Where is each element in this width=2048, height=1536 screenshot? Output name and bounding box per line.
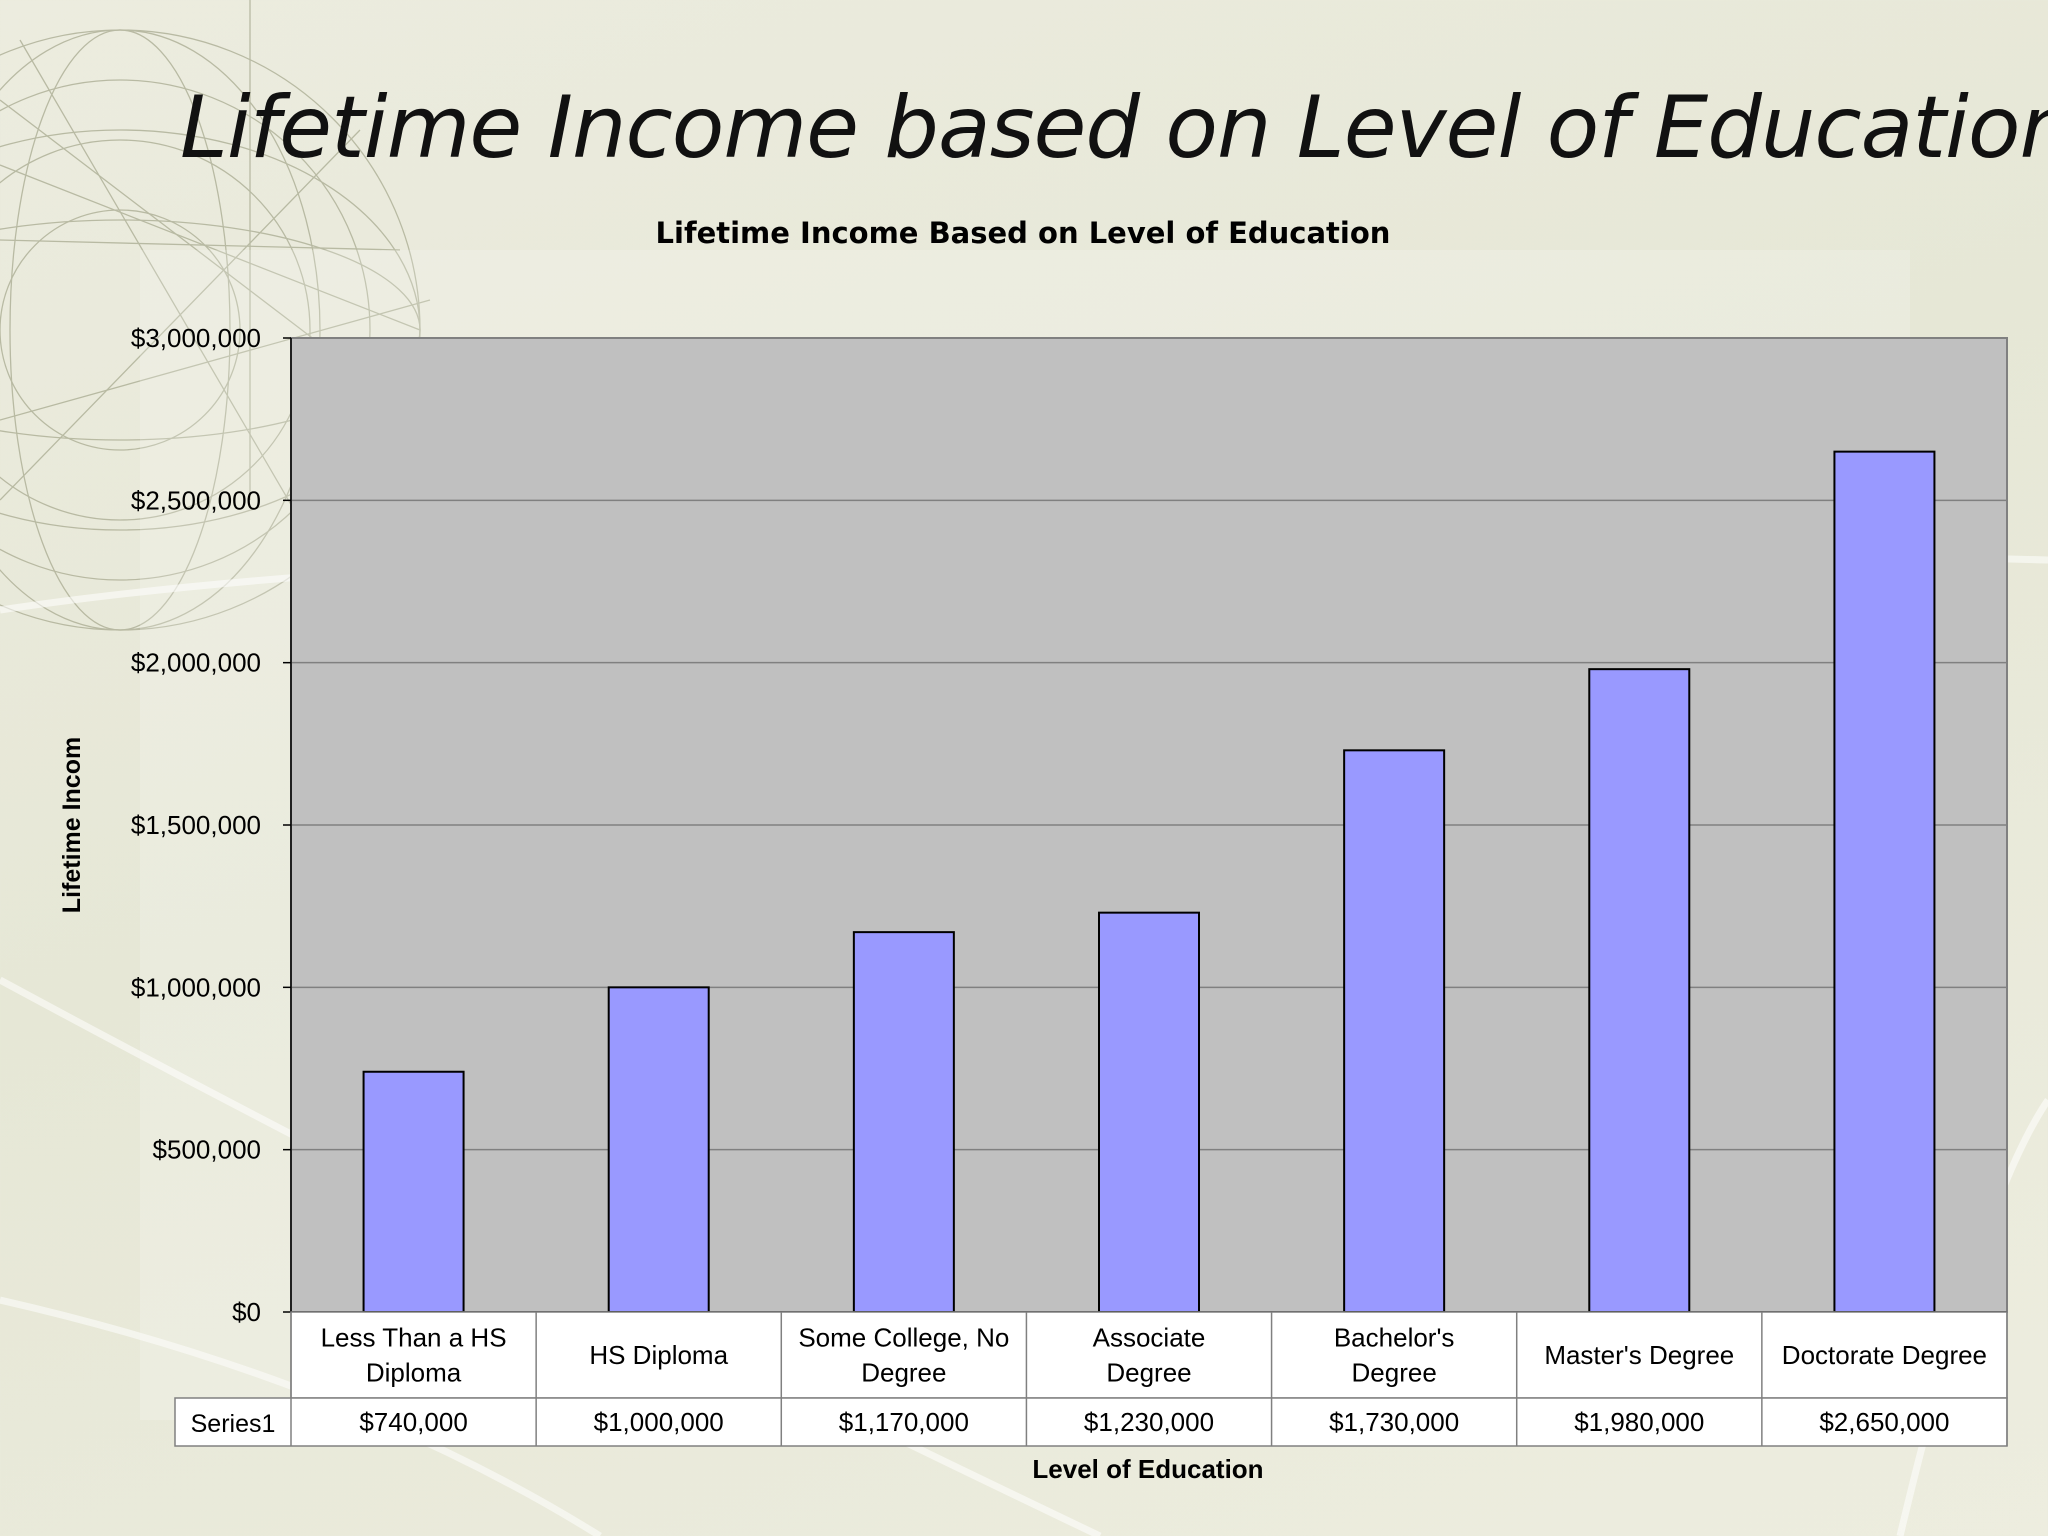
table-value-row	[174, 1397, 2008, 1447]
x-axis-title: Level of Education	[1032, 1454, 1263, 1484]
y-tick-label: $1,000,000	[131, 972, 261, 1002]
data-table: Series1 Less Than a HS Diploma $740,000 HS D…	[174, 1311, 2008, 1447]
y-axis: $0 $500,000 $1,000,000 $1,500,000 $2,000,000…	[131, 323, 2007, 1327]
x-category-label: Bachelor's	[1334, 1323, 1455, 1353]
y-tick-label: $1,500,000	[131, 810, 261, 840]
x-category-label: Less Than a HS	[321, 1323, 507, 1353]
x-category-label: HS Diploma	[589, 1340, 728, 1370]
bar	[1343, 749, 1446, 1313]
x-category-label: Degree	[1352, 1358, 1437, 1388]
bar	[852, 931, 955, 1313]
bars	[362, 450, 1936, 1314]
bar	[362, 1070, 465, 1314]
table-value-cell: $1,170,000	[839, 1407, 969, 1437]
series-name-label: Series1	[191, 1410, 276, 1438]
chart-title: Lifetime Income Based on Level of Educat…	[655, 216, 1391, 250]
slide-title: Lifetime Income based on Level of Educat…	[180, 78, 2048, 178]
y-tick-label: $2,000,000	[131, 648, 261, 678]
y-tick-label: $500,000	[153, 1135, 261, 1165]
y-tick-label: $3,000,000	[131, 323, 261, 353]
y-tick-label: $0	[232, 1297, 261, 1327]
bar	[1588, 668, 1691, 1313]
bar	[1833, 450, 1936, 1313]
x-category-label: Diploma	[366, 1358, 462, 1388]
bar	[1098, 911, 1200, 1313]
x-category-label: Degree	[861, 1358, 946, 1388]
x-category-label: Doctorate Degree	[1782, 1340, 1987, 1370]
bar	[607, 986, 710, 1313]
x-category-label: Degree	[1106, 1358, 1191, 1388]
table-value-cell: $740,000	[359, 1407, 467, 1437]
table-value-cell: $1,000,000	[594, 1407, 724, 1437]
x-category-label: Some College, No	[798, 1323, 1009, 1353]
table-value-cell: $2,650,000	[1819, 1407, 1949, 1437]
table-value-cell: $1,730,000	[1329, 1407, 1459, 1437]
y-axis-title: Lifetime Incom	[58, 737, 86, 913]
y-tick-label: $2,500,000	[131, 485, 261, 515]
table-value-cell: $1,980,000	[1574, 1407, 1704, 1437]
x-category-label: Master's Degree	[1544, 1340, 1734, 1370]
table-category-row	[290, 1311, 2008, 1399]
table-value-cell: $1,230,000	[1084, 1407, 1214, 1437]
x-category-label: Associate	[1093, 1323, 1206, 1353]
